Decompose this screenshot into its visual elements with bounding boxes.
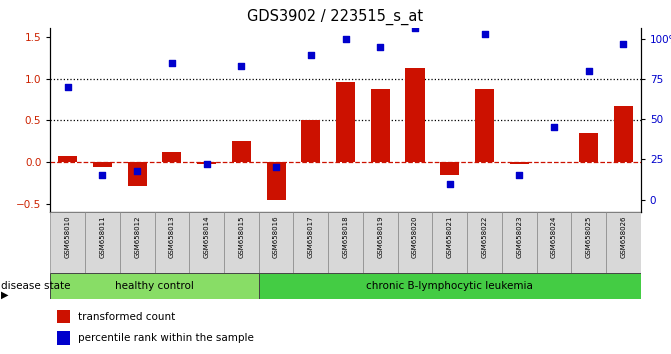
Text: GSM658011: GSM658011	[99, 215, 105, 258]
Bar	[58, 155, 77, 162]
Bar	[120, 212, 154, 273]
Text: ▶: ▶	[1, 290, 9, 300]
Bar	[579, 133, 599, 162]
Point	[375, 44, 386, 50]
Point	[340, 36, 351, 42]
Bar	[266, 162, 286, 200]
Bar	[197, 162, 216, 164]
Bar	[432, 212, 467, 273]
Text: GSM658021: GSM658021	[447, 215, 453, 258]
Bar	[50, 212, 85, 273]
Point	[62, 84, 73, 90]
Text: GSM658016: GSM658016	[273, 215, 279, 258]
Bar	[398, 212, 432, 273]
Point	[236, 63, 247, 69]
Text: GSM658013: GSM658013	[169, 215, 175, 258]
Bar	[93, 162, 112, 167]
Bar	[162, 152, 181, 162]
Bar	[189, 212, 224, 273]
Text: GSM658014: GSM658014	[203, 215, 209, 258]
Bar	[336, 82, 355, 162]
Point	[132, 168, 142, 173]
Point	[166, 60, 177, 66]
Bar	[231, 141, 251, 162]
Bar	[502, 212, 537, 273]
Text: GSM658017: GSM658017	[308, 215, 314, 258]
Text: GSM658010: GSM658010	[64, 215, 70, 258]
Bar	[127, 162, 147, 185]
Text: healthy control: healthy control	[115, 281, 194, 291]
Bar	[328, 212, 363, 273]
Text: GSM658026: GSM658026	[621, 215, 627, 258]
Bar	[606, 212, 641, 273]
Bar	[50, 273, 259, 299]
Text: GSM658018: GSM658018	[343, 215, 348, 258]
Point	[410, 25, 421, 31]
Text: GSM658020: GSM658020	[412, 215, 418, 258]
Bar	[475, 90, 494, 162]
Point	[618, 41, 629, 47]
Bar	[259, 273, 641, 299]
Bar	[537, 212, 571, 273]
Bar	[301, 120, 320, 162]
Bar	[224, 212, 259, 273]
Bar	[85, 212, 120, 273]
Text: GSM658022: GSM658022	[482, 215, 488, 258]
Bar	[371, 88, 390, 162]
Bar	[57, 310, 70, 324]
Point	[479, 32, 490, 37]
Text: GSM658019: GSM658019	[377, 215, 383, 258]
Bar	[614, 106, 633, 162]
Bar	[259, 212, 293, 273]
Bar	[571, 212, 606, 273]
Text: percentile rank within the sample: percentile rank within the sample	[78, 333, 254, 343]
Text: GDS3902 / 223515_s_at: GDS3902 / 223515_s_at	[248, 9, 423, 25]
Point	[583, 68, 594, 74]
Text: transformed count: transformed count	[78, 312, 175, 321]
Text: GSM658015: GSM658015	[238, 215, 244, 258]
Text: GSM658012: GSM658012	[134, 215, 140, 258]
Bar	[440, 162, 460, 175]
Point	[270, 165, 281, 170]
Text: disease state: disease state	[1, 281, 71, 291]
Text: GSM658025: GSM658025	[586, 215, 592, 258]
Bar	[510, 162, 529, 164]
Bar	[467, 212, 502, 273]
Point	[514, 173, 525, 178]
Point	[549, 125, 560, 130]
Point	[201, 161, 212, 167]
Point	[97, 173, 108, 178]
Text: GSM658023: GSM658023	[516, 215, 522, 258]
Bar	[405, 68, 425, 162]
Text: GSM658024: GSM658024	[551, 215, 557, 258]
Bar	[293, 212, 328, 273]
Text: chronic B-lymphocytic leukemia: chronic B-lymphocytic leukemia	[366, 281, 533, 291]
Point	[305, 52, 316, 58]
Point	[444, 181, 455, 186]
Bar	[57, 331, 70, 345]
Bar	[154, 212, 189, 273]
Bar	[363, 212, 398, 273]
